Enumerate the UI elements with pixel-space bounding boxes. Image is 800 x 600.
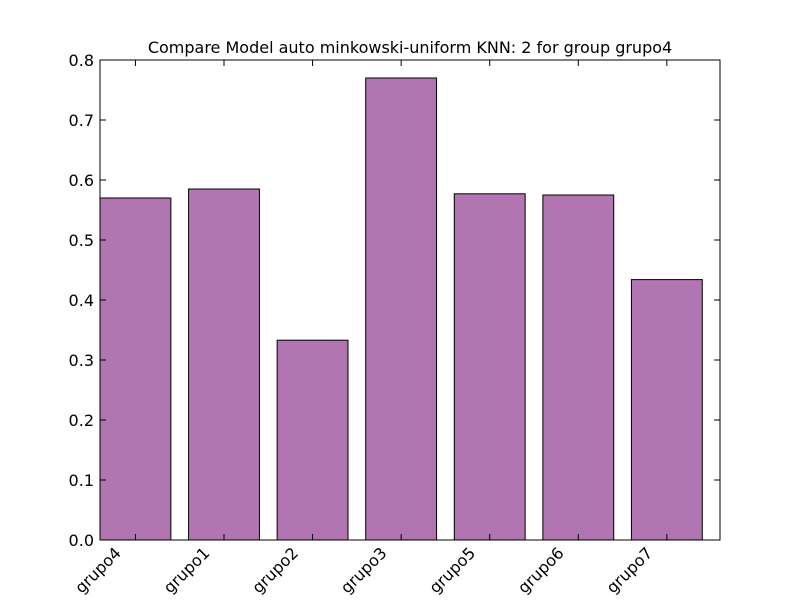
bars-group	[99, 77, 703, 541]
y-tick-label: 0.0	[69, 531, 94, 550]
x-tick-label-grupo2: grupo2	[248, 543, 302, 597]
bar-grupo4	[99, 197, 172, 541]
x-tick-label-grupo1: grupo1	[160, 543, 214, 597]
y-tick-label: 0.3	[69, 351, 94, 370]
x-tick-label-grupo6: grupo6	[514, 543, 568, 597]
y-tick-label: 0.4	[69, 291, 94, 310]
x-tick-label-grupo3: grupo3	[337, 543, 391, 597]
y-tick-label: 0.8	[69, 51, 94, 70]
x-tick-label-grupo7: grupo7	[603, 543, 657, 597]
x-tick-label-grupo5: grupo5	[425, 543, 479, 597]
y-tick-label: 0.1	[69, 471, 94, 490]
y-tick-label: 0.2	[69, 411, 94, 430]
plot-frame	[99, 59, 721, 541]
bar-grupo1	[188, 188, 260, 541]
bar-grupo3	[365, 77, 438, 541]
bar-grupo2	[276, 339, 349, 541]
bar-grupo5	[453, 193, 526, 541]
bar-grupo7	[630, 279, 703, 541]
bar-grupo6	[542, 194, 615, 541]
chart-title: Compare Model auto minkowski-uniform KNN…	[148, 38, 672, 57]
y-axis: 0.0 0.1 0.2 0.3 0.4 0.5 0.6 0.7 0.8	[69, 51, 720, 550]
y-tick-label: 0.6	[69, 171, 94, 190]
x-tick-label-grupo4: grupo4	[71, 543, 125, 597]
y-tick-label: 0.7	[69, 111, 94, 130]
y-tick-label: 0.5	[69, 231, 94, 250]
